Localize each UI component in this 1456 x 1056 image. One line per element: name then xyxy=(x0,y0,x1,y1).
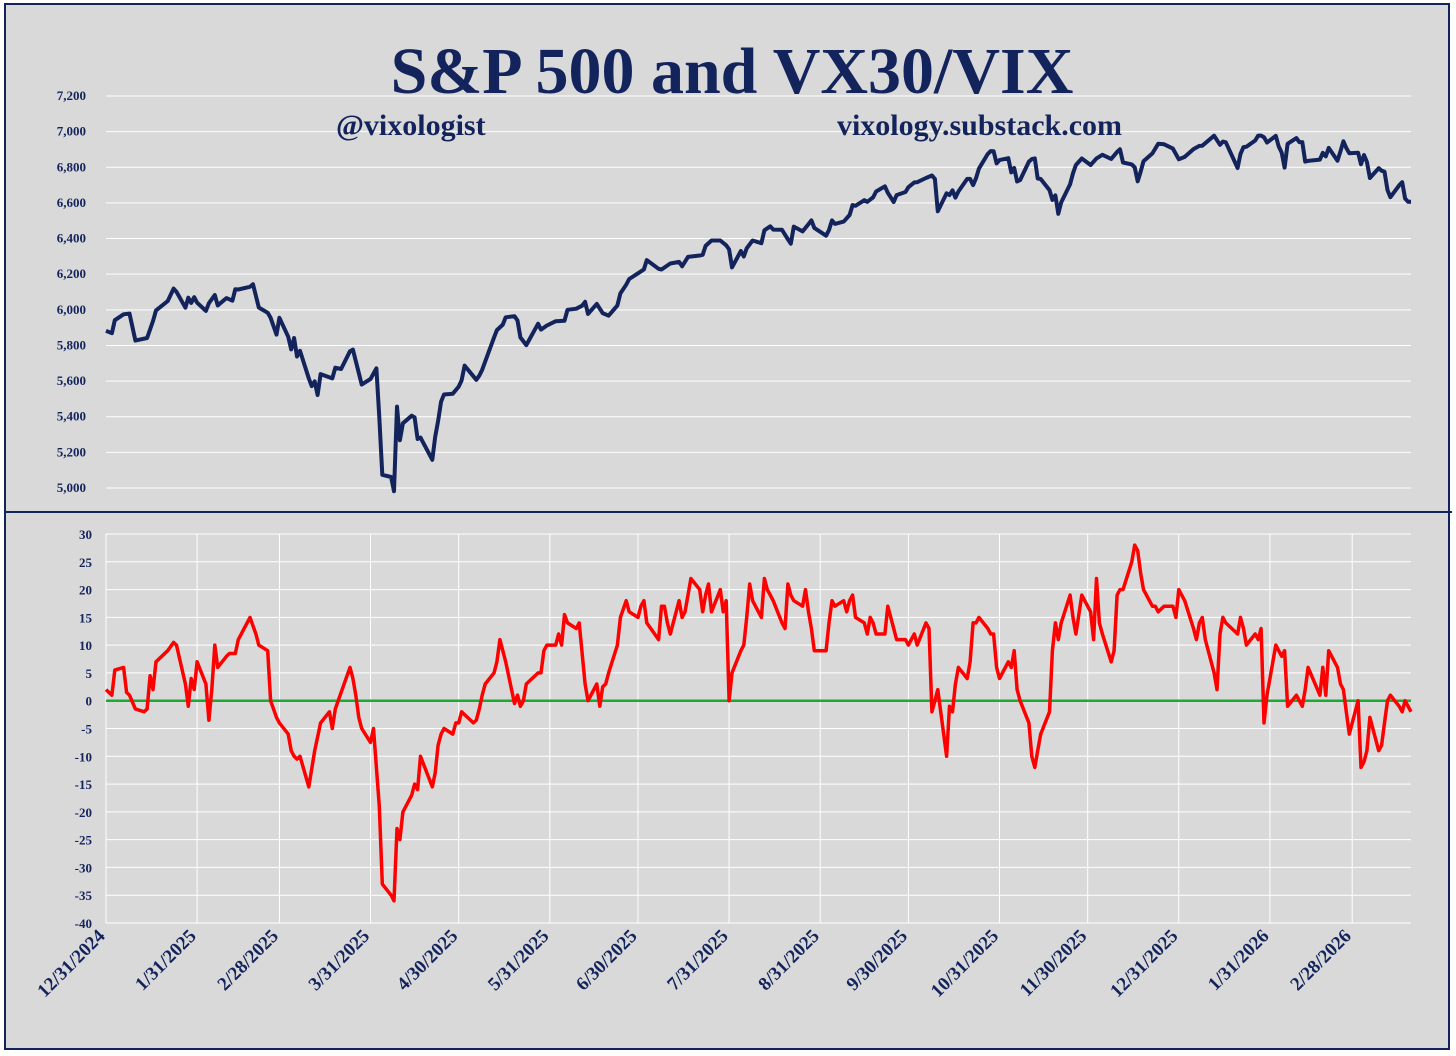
x-date-label: 6/30/2025 xyxy=(572,926,641,995)
x-date-label: 12/31/2025 xyxy=(1106,926,1182,1002)
x-date-label: 3/31/2025 xyxy=(305,926,374,995)
bottom-y-tick-label: -10 xyxy=(75,749,92,764)
top-y-tick-label: 5,200 xyxy=(57,444,86,459)
x-date-label: 11/30/2025 xyxy=(1016,926,1091,1001)
x-date-label: 8/31/2025 xyxy=(754,926,823,995)
bottom-y-tick-label: -5 xyxy=(81,722,92,737)
top-y-tick-label: 6,200 xyxy=(57,266,86,281)
x-date-label: 7/31/2025 xyxy=(663,926,732,995)
top-y-tick-label: 6,800 xyxy=(57,159,86,174)
bottom-y-tick-labels: -40 -35 -30 -25 -20 -15 -10 -5 0 5 10 15 20 25 30 xyxy=(75,527,93,931)
bottom-y-tick-label: -20 xyxy=(75,805,92,820)
top-y-tick-label: 7,200 xyxy=(57,88,86,103)
bottom-y-tick-label: -25 xyxy=(75,833,93,848)
x-date-label: 12/31/2024 xyxy=(33,925,109,1001)
bottom-y-tick-label: 5 xyxy=(86,666,93,681)
chart-canvas: 5,000 5,200 5,400 5,600 5,800 6,000 6,200 6,400… xyxy=(6,35,1452,1002)
bottom-y-tick-label: 15 xyxy=(79,610,93,625)
bottom-y-tick-label: 25 xyxy=(79,555,93,570)
chart-frame: 5,000 5,200 5,400 5,600 5,800 6,000 6,200 6,400… xyxy=(4,3,1452,1050)
bottom-y-tick-label: 0 xyxy=(86,694,93,709)
x-date-label: 1/31/2025 xyxy=(131,926,200,995)
vx30-vix-series-line xyxy=(104,543,1413,903)
bottom-y-tick-label: -30 xyxy=(75,860,92,875)
top-y-tick-label: 5,400 xyxy=(57,409,86,424)
top-y-tick-label: 5,000 xyxy=(57,480,86,495)
x-date-label: 2/28/2025 xyxy=(214,926,283,995)
bottom-y-tick-label: -35 xyxy=(75,888,93,903)
bottom-y-tick-label: 10 xyxy=(79,638,92,653)
top-y-tick-label: 7,000 xyxy=(57,124,86,139)
chart-title: S&P 500 and VX30/VIX xyxy=(391,35,1074,108)
top-y-tick-label: 6,600 xyxy=(57,195,86,210)
x-date-label: 4/30/2025 xyxy=(393,926,462,995)
top-y-tick-label: 6,000 xyxy=(57,302,86,317)
bottom-y-tick-label: -15 xyxy=(75,777,93,792)
spx-series-line xyxy=(105,133,1411,494)
bottom-gridlines xyxy=(105,533,1411,924)
top-y-tick-label: 6,400 xyxy=(57,231,86,246)
bottom-y-tick-label: 30 xyxy=(79,527,92,542)
bottom-y-tick-label: -40 xyxy=(75,916,92,931)
top-y-tick-label: 5,800 xyxy=(57,337,86,352)
top-y-tick-labels: 5,000 5,200 5,400 5,600 5,800 6,000 6,200 6,400… xyxy=(57,88,86,495)
x-date-label: 9/30/2025 xyxy=(843,926,912,995)
top-gridlines xyxy=(106,95,1411,489)
site-label: vixology.substack.com xyxy=(837,109,1122,142)
x-date-label: 1/31/2026 xyxy=(1204,926,1273,995)
handle-label: @vixologist xyxy=(336,109,486,142)
bottom-x-tick-labels: 12/31/2024 1/31/2025 2/28/2025 3/31/2025 4/3… xyxy=(33,925,1355,1001)
top-y-tick-label: 5,600 xyxy=(57,373,86,388)
bottom-y-tick-label: 20 xyxy=(79,583,92,598)
x-date-label: 5/31/2025 xyxy=(484,926,553,995)
x-date-label: 2/28/2026 xyxy=(1286,926,1355,995)
x-date-label: 10/31/2025 xyxy=(927,926,1003,1002)
